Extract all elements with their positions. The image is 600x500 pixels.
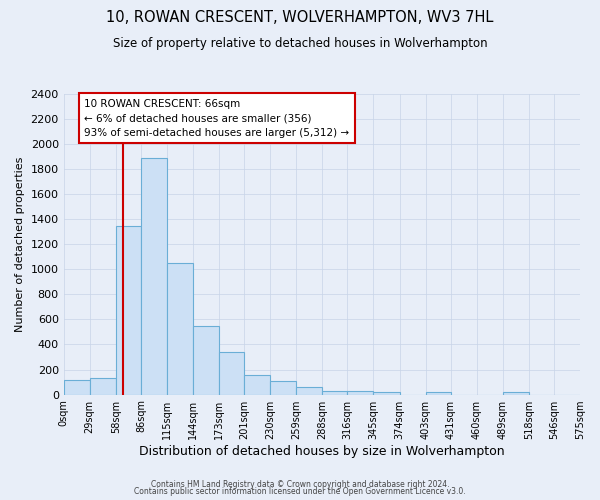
Bar — [64, 380, 90, 394]
X-axis label: Distribution of detached houses by size in Wolverhampton: Distribution of detached houses by size … — [139, 444, 505, 458]
Bar — [296, 387, 322, 394]
Bar — [503, 392, 529, 394]
Bar — [219, 352, 244, 395]
Text: Size of property relative to detached houses in Wolverhampton: Size of property relative to detached ho… — [113, 38, 487, 51]
Bar — [193, 326, 219, 394]
Bar — [425, 392, 451, 394]
Y-axis label: Number of detached properties: Number of detached properties — [15, 156, 25, 332]
Text: Contains HM Land Registry data © Crown copyright and database right 2024.: Contains HM Land Registry data © Crown c… — [151, 480, 449, 489]
Bar — [167, 263, 193, 394]
Bar — [244, 374, 270, 394]
Text: 10 ROWAN CRESCENT: 66sqm
← 6% of detached houses are smaller (356)
93% of semi-d: 10 ROWAN CRESCENT: 66sqm ← 6% of detache… — [85, 98, 349, 138]
Bar — [373, 392, 400, 394]
Bar — [270, 382, 296, 394]
Text: 10, ROWAN CRESCENT, WOLVERHAMPTON, WV3 7HL: 10, ROWAN CRESCENT, WOLVERHAMPTON, WV3 7… — [106, 10, 494, 25]
Bar — [116, 226, 141, 394]
Bar — [90, 378, 116, 394]
Text: Contains public sector information licensed under the Open Government Licence v3: Contains public sector information licen… — [134, 487, 466, 496]
Bar — [322, 391, 347, 394]
Bar — [141, 158, 167, 394]
Bar — [347, 392, 373, 394]
